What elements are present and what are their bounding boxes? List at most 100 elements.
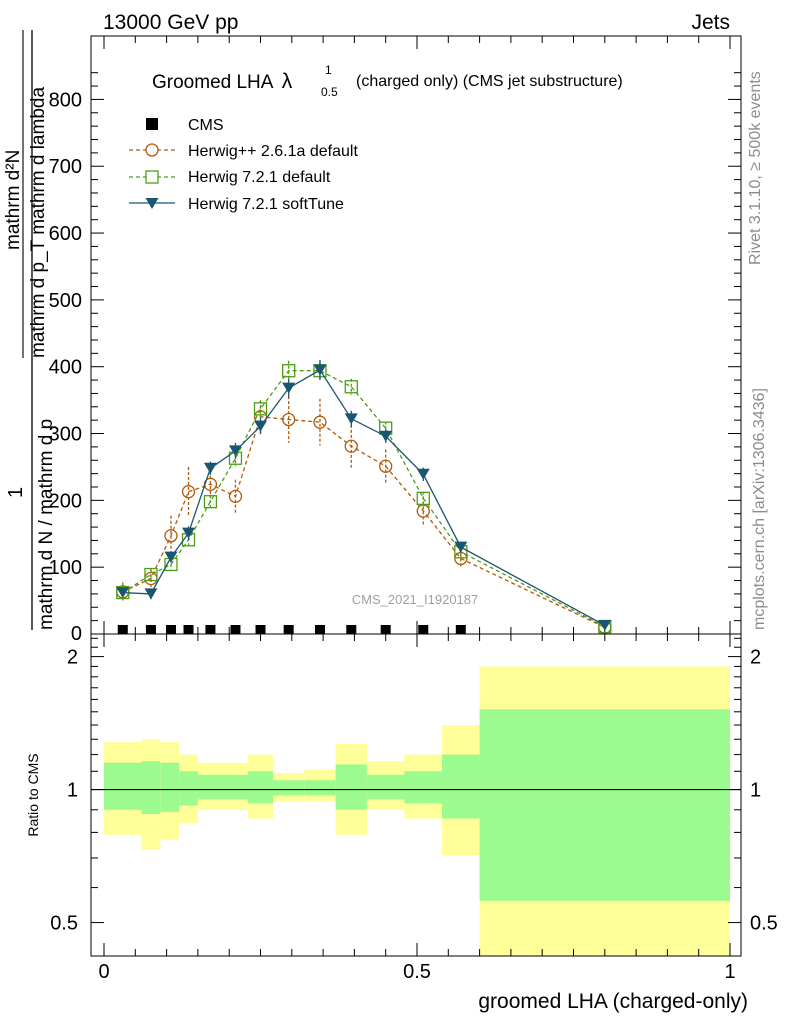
main-ytick-label: 500 [49, 290, 82, 312]
point [313, 364, 327, 376]
cms-point [418, 625, 429, 634]
legend-marker-herwig-old [145, 143, 159, 157]
ratio-ytick-label-right: 1 [750, 780, 761, 802]
ratio-xtick-label: 0 [98, 961, 109, 983]
point [416, 468, 430, 480]
point [254, 420, 267, 432]
ratio-xtick-label: 1 [724, 961, 735, 983]
cms-point [314, 625, 325, 634]
series-line [122, 369, 606, 626]
point [228, 489, 243, 503]
ratio-band-inner [479, 709, 730, 901]
side-label-bottom: mcplots.cern.ch [arXiv:1306.3436] [751, 388, 768, 630]
main-ytick-label: 300 [49, 424, 82, 446]
chart-title: Groomed LHA λ [152, 70, 293, 93]
ylabel-deriv-bottom: mathrm d p_T mathrm d lambda [28, 87, 49, 358]
ratio-tick-labels: 0.5 0.5 1 1 2 2 0 0.5 1 [50, 647, 778, 983]
point [454, 541, 468, 553]
legend-marker-herwig-default [145, 170, 159, 184]
point [598, 619, 612, 631]
cms-point [205, 625, 216, 634]
main-ytick-label: 200 [49, 490, 82, 512]
point [182, 527, 196, 539]
legend-marker-cms [146, 118, 158, 130]
header-right: Jets [691, 11, 730, 34]
cms-point [255, 625, 266, 634]
ylabel-denominator: mathrm d N / mathrm d p [36, 419, 57, 630]
cms-point [380, 625, 391, 634]
ratio-band-inner [366, 774, 405, 800]
point [164, 529, 178, 543]
point [181, 485, 196, 499]
cms-point [283, 625, 294, 634]
cms-point [455, 625, 466, 634]
series-line [122, 416, 606, 628]
point [416, 491, 430, 505]
watermark: CMS_2021_I1920187 [352, 592, 479, 607]
ratio-band-inner [104, 762, 142, 810]
point [313, 415, 327, 429]
ratio-ylabel: Ratio to CMS [25, 753, 41, 836]
main-ytick-label: 100 [49, 557, 82, 579]
ratio-band-inner [404, 771, 443, 804]
main-ytick-label: 400 [49, 357, 82, 379]
series-line [122, 370, 606, 628]
point [344, 439, 358, 453]
cms-point [230, 625, 241, 634]
side-label-top: Rivet 3.1.10, ≥ 500k events [747, 71, 764, 265]
legend-label-cms: CMS [188, 117, 224, 134]
ratio-band-inner [222, 774, 248, 800]
point [344, 413, 358, 425]
ratio-band-inner [273, 780, 305, 796]
point [144, 567, 158, 582]
ratio-ytick-label-right: 0.5 [750, 913, 778, 935]
ratio-band-inner [160, 762, 180, 812]
point [282, 382, 296, 394]
point [203, 462, 217, 474]
point [282, 412, 296, 427]
cms-point [117, 625, 128, 634]
point [379, 459, 393, 473]
cms-point [183, 625, 194, 634]
main-ytick-label: 600 [49, 223, 82, 245]
legend-marker-herwig-soft [145, 198, 159, 209]
ratio-band-inner [197, 774, 223, 800]
ratio-frame [90, 633, 742, 957]
ratio-ytick-label-left: 2 [67, 647, 78, 669]
ylabel-numerator: 1 [5, 487, 27, 498]
main-ytick-label: 700 [49, 156, 82, 178]
main-ytick-label-zero: 0 [71, 623, 82, 645]
ratio-band-inner [335, 764, 367, 810]
xlabel: groomed LHA (charged-only) [478, 990, 748, 1013]
ylabel-deriv-top: mathrm d²N [3, 150, 24, 250]
legend-label-herwig-default: Herwig 7.2.1 default [188, 169, 331, 186]
ratio-band-inner [304, 780, 336, 796]
series-3 [116, 360, 612, 631]
chart-title-sub: 0.5 [321, 85, 338, 99]
ratio-band-inner [442, 754, 480, 819]
legend-label-herwig-old: Herwig++ 2.6.1a default [188, 143, 358, 160]
point [144, 588, 158, 600]
point [228, 445, 242, 457]
point [379, 430, 393, 442]
main-series [116, 360, 612, 634]
ratio-ytick-label-left: 0.5 [50, 913, 78, 935]
ratio-bands [91, 666, 741, 956]
chart-title-main: Groomed LHA [152, 72, 274, 93]
point [282, 364, 296, 378]
ratio-xtick-label: 0.5 [403, 961, 431, 983]
chart-title-sup: 1 [325, 63, 332, 77]
ratio-band-inner [247, 771, 274, 804]
ratio-ticks [91, 634, 741, 956]
ratio-panel: 0.5 0.5 1 1 2 2 0 0.5 1 [50, 633, 778, 983]
series-0 [117, 625, 466, 634]
point [164, 551, 178, 563]
legend-label-herwig-soft: Herwig 7.2.1 softTune [188, 196, 344, 213]
ratio-band-inner [179, 771, 198, 806]
main-ytick-labels: 100 200 300 400 500 600 700 800 0 [49, 89, 82, 645]
chart-title-symbol: λ [282, 70, 293, 93]
legend: CMS Herwig++ 2.6.1a default Herwig 7.2.1… [129, 117, 358, 213]
point [203, 495, 218, 509]
